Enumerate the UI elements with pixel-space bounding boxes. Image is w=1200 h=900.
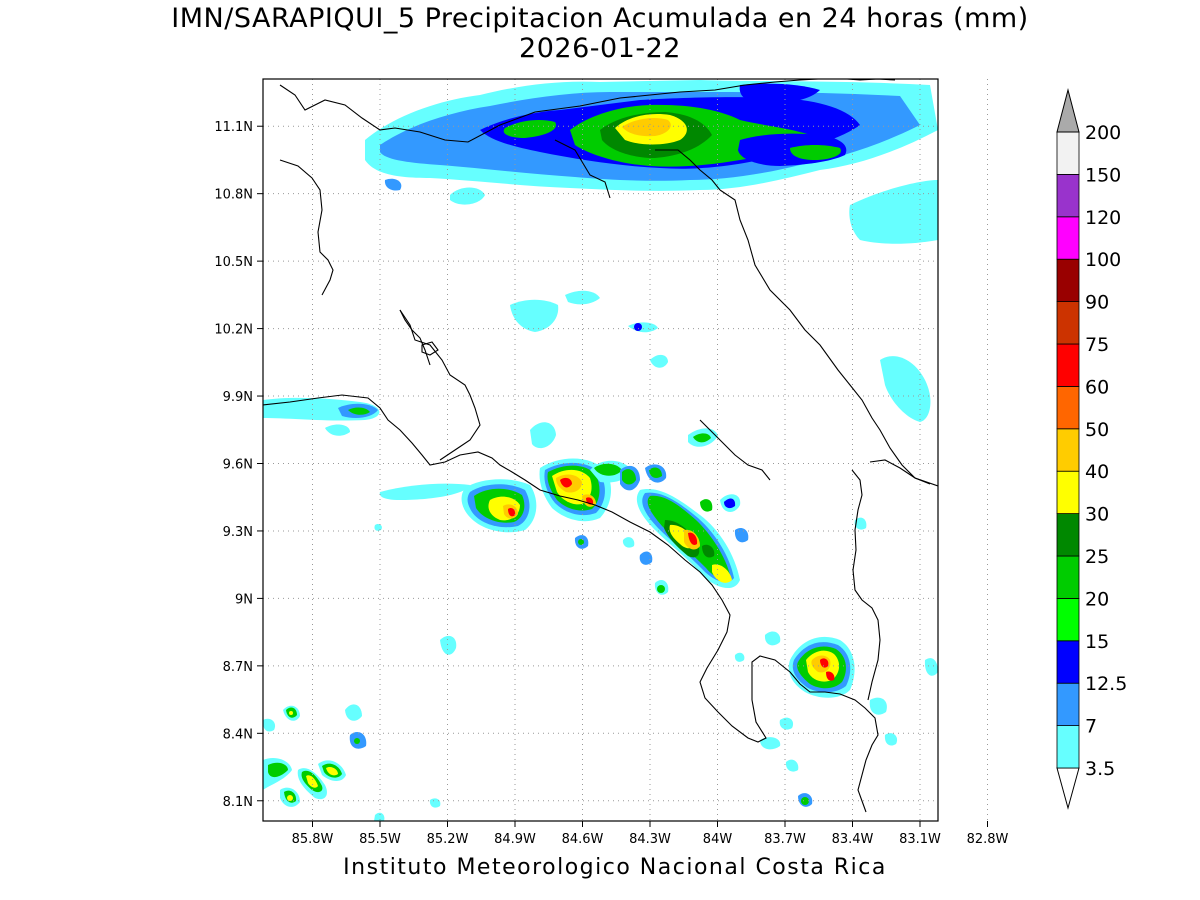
rain-area-central bbox=[461, 458, 740, 589]
y-tick-label: 10.5N bbox=[214, 255, 253, 270]
colorbar-under-triangle bbox=[1056, 767, 1080, 810]
y-tick-label: 8.7N bbox=[223, 660, 253, 675]
colorbar-label: 40 bbox=[1085, 461, 1109, 483]
colorbar-label: 50 bbox=[1085, 419, 1109, 441]
y-tick-label: 8.1N bbox=[223, 795, 253, 810]
x-tick-label: 84.6W bbox=[562, 832, 604, 847]
colorbar-swatch bbox=[1056, 343, 1080, 387]
colorbar-label: 30 bbox=[1085, 504, 1109, 526]
y-tick-label: 9.9N bbox=[223, 390, 253, 405]
gulf-interior-coast bbox=[399, 309, 431, 366]
panama-border bbox=[851, 469, 881, 701]
colorbar-legend: 3.5 7 12.5 15 20 25 30 40 50 60 75 90 100 120 150 200 bbox=[1056, 88, 1127, 810]
y-tick-label: 8.4N bbox=[223, 727, 253, 742]
colorbar-swatch bbox=[1056, 258, 1080, 303]
colorbar-swatch bbox=[1056, 513, 1080, 557]
colorbar-label: 75 bbox=[1085, 334, 1109, 356]
colorbar-swatch bbox=[1056, 598, 1080, 642]
lake-shore bbox=[279, 159, 334, 296]
x-tick-label: 84W bbox=[703, 832, 733, 847]
x-tick-label: 82.8W bbox=[967, 832, 1009, 847]
colorbar-swatch bbox=[1056, 640, 1080, 684]
colorbar-label: 20 bbox=[1085, 588, 1109, 610]
map-gridlines bbox=[263, 79, 988, 821]
colorbar-label: 7 bbox=[1085, 716, 1097, 738]
colorbar-label: 150 bbox=[1085, 164, 1121, 186]
y-tick-label: 11.1N bbox=[214, 120, 253, 135]
x-tick-label: 85.5W bbox=[359, 832, 401, 847]
map-title: IMN/SARAPIQUI_5 Precipitacion Acumulada … bbox=[0, 4, 1200, 64]
gulf-island bbox=[421, 341, 439, 356]
caribbean-nicaragua-coast bbox=[279, 79, 896, 143]
colorbar-swatch bbox=[1056, 428, 1080, 472]
x-tick-label: 83.1W bbox=[899, 832, 941, 847]
colorbar-label: 200 bbox=[1085, 122, 1121, 144]
x-tick-label: 84.3W bbox=[629, 832, 671, 847]
rain-area-scattered bbox=[263, 290, 938, 821]
nicoya-and-pacific-coast bbox=[263, 394, 879, 813]
latitude-axis: 11.1N 10.8N 10.5N 10.2N 9.9N 9.6N 9.3N 9N 8.7N 8.… bbox=[214, 120, 263, 810]
bocas-coast bbox=[869, 459, 931, 485]
title-line-1: IMN/SARAPIQUI_5 Precipitacion Acumulada … bbox=[171, 3, 1029, 34]
precipitation-field bbox=[263, 80, 938, 821]
colorbar-label: 90 bbox=[1085, 292, 1109, 314]
colorbar-swatch bbox=[1056, 470, 1080, 515]
x-tick-label: 85.2W bbox=[427, 832, 469, 847]
colorbar-swatch bbox=[1056, 555, 1080, 599]
colorbar-label: 25 bbox=[1085, 546, 1109, 568]
longitude-axis: 85.8W 85.5W 85.2W 84.9W 84.6W 84.3W 84W 83.7W 83… bbox=[292, 821, 1009, 847]
y-tick-label: 10.8N bbox=[214, 188, 253, 203]
colorbar-label: 15 bbox=[1085, 631, 1109, 653]
colorbar-swatch bbox=[1056, 173, 1080, 218]
colorbar-label: 60 bbox=[1085, 376, 1109, 398]
colorbar-swatch bbox=[1056, 385, 1080, 430]
colorbar-swatch bbox=[1056, 131, 1080, 175]
colorbar-label: 12.5 bbox=[1085, 673, 1127, 695]
coastlines-and-borders bbox=[263, 79, 938, 813]
y-tick-label: 9.6N bbox=[223, 457, 253, 472]
x-tick-label: 83.7W bbox=[764, 832, 806, 847]
colorbar-label: 3.5 bbox=[1085, 758, 1115, 780]
credit-text: Instituto Meteorologico Nacional Costa R… bbox=[343, 855, 887, 880]
y-tick-label: 10.2N bbox=[214, 323, 253, 338]
golfo-dulce bbox=[699, 419, 771, 481]
x-tick-label: 84.9W bbox=[494, 832, 536, 847]
colorbar-label: 100 bbox=[1085, 249, 1121, 271]
colorbar-swatch bbox=[1056, 301, 1080, 345]
colorbar-label: 120 bbox=[1085, 207, 1121, 229]
rain-area-southwest bbox=[263, 705, 346, 807]
x-tick-label: 83.4W bbox=[832, 832, 874, 847]
nicaragua-costa-rica-border bbox=[554, 139, 721, 199]
colorbar-swatch bbox=[1056, 216, 1080, 260]
title-line-2: 2026-01-22 bbox=[519, 33, 681, 64]
rain-area-south bbox=[788, 636, 855, 698]
colorbar-swatch bbox=[1056, 725, 1080, 769]
x-tick-label: 85.8W bbox=[292, 832, 334, 847]
costa-rica-caribbean-coast bbox=[719, 189, 938, 487]
y-tick-label: 9.3N bbox=[223, 525, 253, 540]
colorbar-swatch bbox=[1056, 682, 1080, 727]
y-tick-label: 9N bbox=[235, 592, 253, 607]
map-frame bbox=[262, 78, 939, 822]
colorbar-over-triangle bbox=[1056, 88, 1080, 133]
nicoya-gulf-coast bbox=[399, 309, 481, 461]
